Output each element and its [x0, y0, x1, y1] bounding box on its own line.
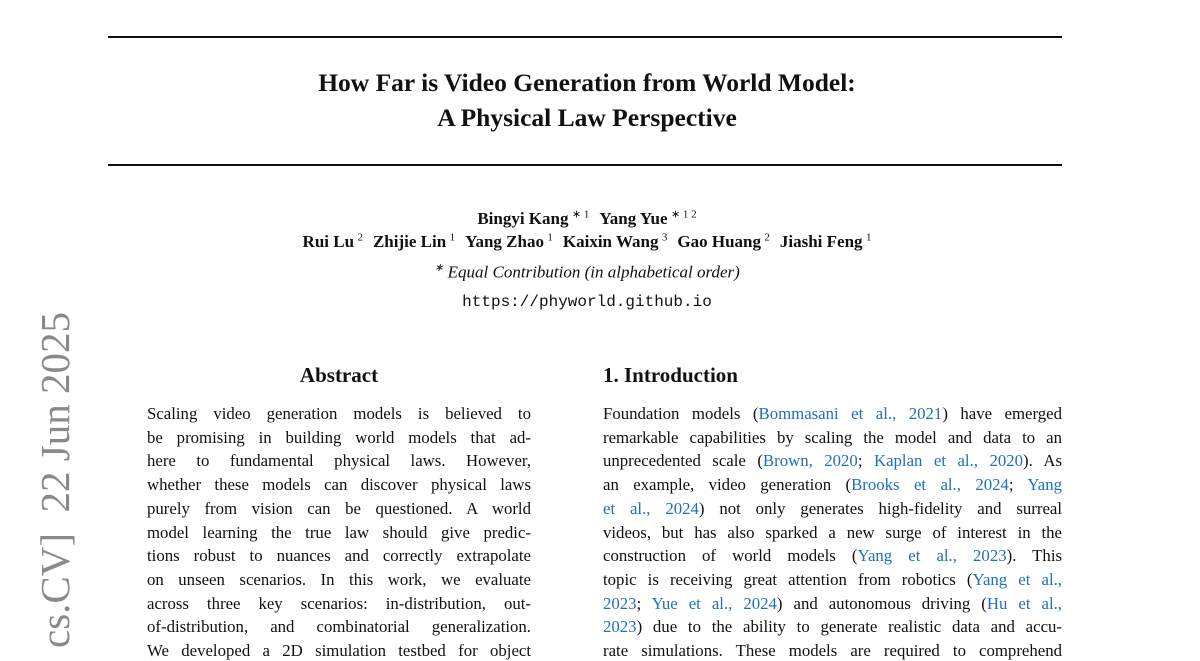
affiliation: 1: [449, 231, 456, 243]
author: Gao Huang 2: [677, 231, 770, 251]
affiliation: ∗ 1 2: [670, 208, 697, 220]
affiliation: 1: [865, 231, 872, 243]
text: ;: [1008, 475, 1028, 495]
title-line: How Far is Video Generation from World M…: [318, 68, 856, 97]
intro-heading: 1. Introduction: [603, 363, 738, 387]
note-text: Equal Contribution (in alphabetical orde…: [447, 262, 740, 282]
text-line: unprecedented scale (Brown, 2020; Kaplan…: [603, 451, 1062, 471]
citation[interactable]: Kaplan et al., 2020: [873, 451, 1024, 471]
citation[interactable]: Yang et al., 2023: [857, 546, 1007, 566]
note-mark: ∗: [434, 262, 444, 274]
title-line: A Physical Law Perspective: [437, 103, 737, 132]
text-line: 2023) due to the ability to generate rea…: [603, 617, 1062, 637]
author-name: Gao Huang: [677, 231, 761, 251]
text: ) have emerged: [942, 404, 1063, 423]
url: https://phyworld.github.io: [462, 293, 712, 311]
affiliation: 1: [547, 231, 553, 243]
text: unprecedented scale (: [603, 451, 763, 471]
bottom-rule: [108, 164, 1062, 166]
text-line: here to fundamental physical laws. Howev…: [147, 451, 531, 471]
top-rule: [108, 36, 1062, 38]
citation[interactable]: Brooks et al., 2024: [851, 475, 1009, 495]
text-line: 2023; Yue et al., 2024) and autonomous d…: [603, 594, 1062, 614]
text-line: an example, video generation (Brooks et …: [603, 475, 1062, 495]
text: construction of world models (: [603, 546, 858, 566]
text-line: tions robust to nuances and correctly ex…: [147, 546, 531, 566]
text: topic is receiving great attention from …: [603, 569, 973, 589]
citation[interactable]: Bommasani et al., 2021: [758, 404, 943, 423]
note: ∗ Equal Contribution (in alphabetical or…: [0, 261, 1174, 283]
text-line: across three key scenarios: in-distribut…: [147, 593, 531, 613]
affiliation: ∗ 1: [571, 208, 590, 220]
text: ) and autonomous driving (: [776, 593, 987, 613]
author-name: Jiashi Feng: [779, 231, 863, 251]
citation[interactable]: Brown, 2020: [762, 451, 858, 471]
affiliation: 2: [764, 231, 770, 243]
author: Kaixin Wang 3: [562, 231, 668, 251]
citation[interactable]: Yang: [1027, 475, 1062, 495]
citation[interactable]: 2023: [603, 617, 637, 637]
text: Foundation models (: [603, 404, 759, 423]
text-line: of-distribution, and combinatorial gener…: [147, 617, 531, 637]
text-line: purely from vision can be questioned. A …: [147, 498, 531, 518]
text: ). As: [1023, 451, 1062, 471]
text: ;: [857, 451, 874, 471]
abstract-heading: Abstract: [299, 363, 379, 387]
text-line: Scaling video generation models is belie…: [147, 404, 531, 423]
author-name: Yang Yue: [599, 208, 668, 228]
author-line: Rui Lu 2 Zhijie Lin 1 Yang Zhao 1 Kaixin Wa…: [0, 231, 1174, 252]
author: Jiashi Feng 1: [779, 231, 872, 251]
text-line: be promising in building world models th…: [147, 427, 531, 447]
text-line: topic is receiving great attention from …: [603, 570, 1062, 590]
text: ;: [636, 593, 652, 613]
citation[interactable]: Hu et al.,: [986, 593, 1062, 613]
author: Yang Zhao 1: [465, 231, 553, 251]
text-line: et al., 2024) not only generates high-fi…: [603, 499, 1062, 519]
text: rate simulations. These models are requi…: [603, 641, 1062, 660]
author-name: Rui Lu: [302, 231, 355, 251]
text-line: rate simulations. These models are requi…: [603, 641, 1062, 661]
author: Yang Yue ∗ 1 2: [599, 208, 697, 228]
author-name: Yang Zhao: [465, 231, 544, 251]
author-line: Bingyi Kang ∗ 1 Yang Yue ∗ 1 2: [0, 207, 1174, 229]
author: Rui Lu 2: [302, 231, 363, 251]
text-line: whether these models can discover physic…: [147, 475, 531, 495]
text-line: remarkable capabilities by scaling the m…: [603, 428, 1062, 448]
text: ) not only generates high-fidelity and s…: [698, 498, 1062, 518]
affiliation: 3: [661, 231, 668, 243]
citation[interactable]: 2023: [603, 593, 637, 613]
text: videos, but has also sparked a new surge…: [603, 522, 1062, 542]
text: remarkable capabilities by scaling the m…: [603, 427, 1062, 447]
author-name: Bingyi Kang: [477, 208, 569, 228]
text-line: We developed a 2D simulation testbed for…: [147, 641, 531, 660]
citation[interactable]: Yue et al., 2024: [651, 593, 777, 613]
text-line: Foundation models (Bommasani et al., 202…: [603, 404, 1062, 424]
affiliation: 2: [357, 231, 363, 243]
author: Bingyi Kang ∗ 1: [477, 208, 590, 228]
author-name: Kaixin Wang: [562, 231, 659, 251]
text: an example, video generation (: [603, 475, 852, 495]
text-line: on unseen scenarios. In this work, we ev…: [147, 569, 531, 589]
side-stamp: cs.CV] 22 Jun 2025: [32, 312, 78, 648]
text-line: videos, but has also sparked a new surge…: [603, 523, 1062, 543]
author: Zhijie Lin 1: [372, 231, 456, 251]
text: ) due to the ability to generate realist…: [636, 617, 1062, 637]
text-line: model learning the true law should give …: [147, 522, 531, 542]
text: ). This: [1006, 546, 1063, 566]
text-line: construction of world models (Yang et al…: [603, 546, 1062, 566]
citation[interactable]: Yang et al.,: [972, 569, 1063, 589]
citation[interactable]: et al., 2024: [603, 498, 699, 518]
author-name: Zhijie Lin: [372, 231, 447, 251]
